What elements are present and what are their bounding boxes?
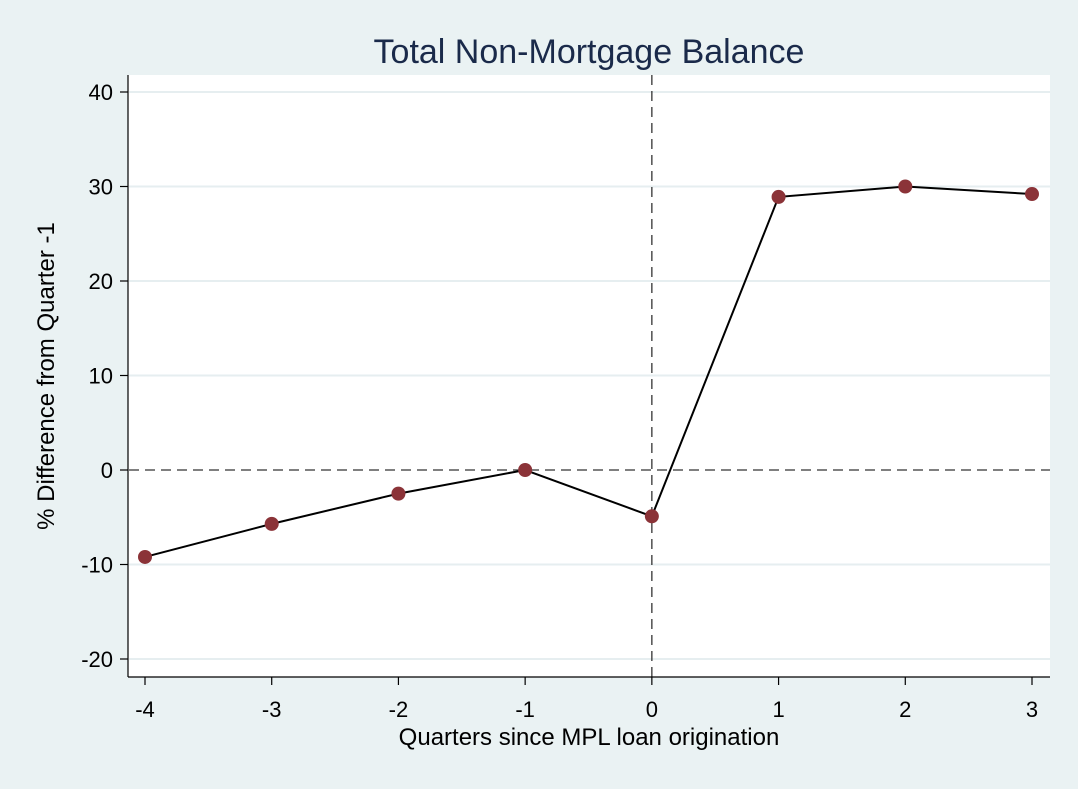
- y-tick-label: -20: [81, 647, 113, 672]
- x-axis-ticks: -4 -3 -2 -1 0 1 2 3: [135, 677, 1038, 722]
- x-tick-label: -4: [135, 697, 155, 722]
- data-point: [391, 486, 406, 501]
- reference-lines: [129, 75, 1050, 677]
- y-tick-label: 0: [101, 458, 113, 483]
- y-axis-ticks: -20 -10 0 10 20 30 40: [81, 80, 128, 672]
- x-tick-label: 0: [646, 697, 658, 722]
- y-tick-label: 10: [89, 364, 113, 389]
- x-tick-label: 2: [899, 697, 911, 722]
- y-tick-label: 30: [89, 175, 113, 200]
- x-tick-label: 3: [1026, 697, 1038, 722]
- y-tick-label: -10: [81, 553, 113, 578]
- data-point: [771, 189, 786, 204]
- x-tick-label: -3: [262, 697, 282, 722]
- y-axis-label: % Difference from Quarter -1: [33, 222, 60, 530]
- x-tick-label: -1: [515, 697, 535, 722]
- data-point: [898, 179, 913, 194]
- y-tick-label: 20: [89, 269, 113, 294]
- data-point: [138, 549, 152, 564]
- x-axis-label: Quarters since MPL loan origination: [399, 724, 780, 751]
- series-line: [144, 185, 1033, 558]
- data-point: [264, 516, 279, 531]
- data-point: [644, 509, 659, 524]
- x-tick-label: 1: [772, 697, 784, 722]
- data-point: [518, 463, 533, 477]
- gridlines: [129, 91, 1050, 660]
- data-point: [1025, 187, 1039, 202]
- series-group: [138, 179, 1039, 564]
- y-tick-label: 40: [89, 80, 113, 105]
- x-tick-label: -2: [389, 697, 409, 722]
- chart-title: Total Non-Mortgage Balance: [374, 33, 805, 71]
